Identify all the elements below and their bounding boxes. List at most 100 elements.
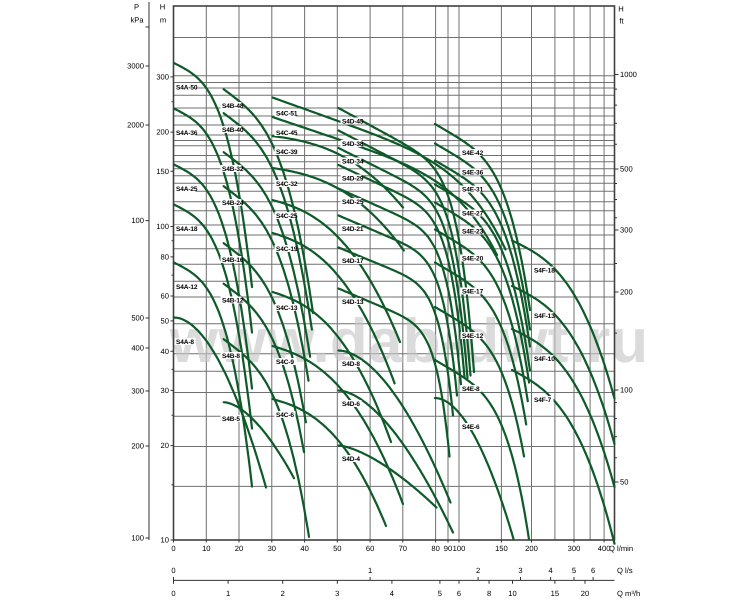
svg-text:Q l/s: Q l/s <box>617 566 633 575</box>
svg-text:S4D-17: S4D-17 <box>342 258 364 265</box>
svg-text:S4C-13: S4C-13 <box>276 305 298 312</box>
svg-text:80: 80 <box>161 253 169 262</box>
svg-text:60: 60 <box>366 544 374 553</box>
svg-text:S4A-25: S4A-25 <box>176 186 198 193</box>
svg-text:S4C-6: S4C-6 <box>276 412 294 419</box>
svg-text:300: 300 <box>620 226 633 235</box>
svg-text:S4F-13: S4F-13 <box>534 313 555 320</box>
svg-text:S4A-18: S4A-18 <box>176 226 198 233</box>
svg-text:S4C-9: S4C-9 <box>276 359 294 366</box>
svg-text:100: 100 <box>620 386 633 395</box>
svg-text:S4D-38: S4D-38 <box>342 141 364 148</box>
svg-text:100: 100 <box>131 216 144 225</box>
svg-text:4: 4 <box>390 589 394 598</box>
svg-text:S4B-16: S4B-16 <box>222 257 244 264</box>
svg-text:8: 8 <box>487 589 491 598</box>
svg-text:Q l/min: Q l/min <box>609 544 633 553</box>
svg-text:15: 15 <box>551 589 559 598</box>
svg-text:S4D-45: S4D-45 <box>342 118 364 125</box>
svg-text:Q m³/h: Q m³/h <box>617 589 640 598</box>
svg-text:S4E-42: S4E-42 <box>462 150 484 157</box>
svg-text:S4E-31: S4E-31 <box>462 186 484 193</box>
svg-text:S4C-51: S4C-51 <box>276 110 298 117</box>
svg-text:200: 200 <box>525 544 538 553</box>
svg-text:S4D-4: S4D-4 <box>342 456 360 463</box>
svg-text:S4E-27: S4E-27 <box>462 210 484 217</box>
svg-text:300: 300 <box>131 387 144 396</box>
svg-text:S4A-50: S4A-50 <box>176 84 198 91</box>
svg-text:2: 2 <box>281 589 285 598</box>
svg-text:H: H <box>618 5 623 14</box>
svg-text:S4A-8: S4A-8 <box>176 339 194 346</box>
svg-text:5: 5 <box>438 589 442 598</box>
svg-text:20: 20 <box>235 544 243 553</box>
svg-text:100: 100 <box>131 534 144 543</box>
svg-text:1: 1 <box>368 566 372 575</box>
svg-text:S4E-20: S4E-20 <box>462 255 484 262</box>
svg-text:S4E-36: S4E-36 <box>462 169 484 176</box>
svg-text:200: 200 <box>156 128 169 137</box>
svg-text:S4F-18: S4F-18 <box>534 267 555 274</box>
svg-text:6: 6 <box>591 566 595 575</box>
svg-text:40: 40 <box>300 544 308 553</box>
svg-text:S4B-8: S4B-8 <box>222 353 240 360</box>
svg-text:S4D-34: S4D-34 <box>342 158 364 165</box>
svg-text:10: 10 <box>508 589 516 598</box>
svg-text:50: 50 <box>620 478 628 487</box>
svg-text:S4E-17: S4E-17 <box>462 288 484 295</box>
svg-text:S4C-25: S4C-25 <box>276 213 298 220</box>
svg-text:S4C-39: S4C-39 <box>276 149 298 156</box>
svg-text:400: 400 <box>131 344 144 353</box>
svg-text:m: m <box>160 16 166 25</box>
svg-text:100: 100 <box>453 544 466 553</box>
svg-text:0: 0 <box>171 589 175 598</box>
svg-text:10: 10 <box>161 536 169 545</box>
svg-text:70: 70 <box>399 544 407 553</box>
svg-text:1: 1 <box>226 589 230 598</box>
svg-text:10: 10 <box>202 544 210 553</box>
svg-text:S4D-6: S4D-6 <box>342 401 360 408</box>
svg-text:50: 50 <box>161 317 169 326</box>
svg-text:20: 20 <box>161 441 169 450</box>
svg-text:S4C-19: S4C-19 <box>276 246 298 253</box>
svg-text:S4F-7: S4F-7 <box>534 397 552 404</box>
svg-text:20: 20 <box>581 589 589 598</box>
svg-text:90: 90 <box>444 544 452 553</box>
svg-text:1000: 1000 <box>620 70 637 79</box>
svg-text:S4E-6: S4E-6 <box>462 424 480 431</box>
svg-text:400: 400 <box>598 544 611 553</box>
svg-text:S4B-12: S4B-12 <box>222 297 244 304</box>
svg-text:S4B-24: S4B-24 <box>222 200 244 207</box>
svg-text:S4E-23: S4E-23 <box>462 228 484 235</box>
svg-text:S4D-8: S4D-8 <box>342 361 360 368</box>
svg-text:S4D-29: S4D-29 <box>342 175 364 182</box>
svg-text:S4C-32: S4C-32 <box>276 181 298 188</box>
svg-text:S4E-12: S4E-12 <box>462 333 484 340</box>
svg-text:80: 80 <box>431 544 439 553</box>
svg-text:30: 30 <box>161 386 169 395</box>
svg-text:40: 40 <box>161 347 169 356</box>
svg-text:2: 2 <box>476 566 480 575</box>
svg-text:S4D-25: S4D-25 <box>342 199 364 206</box>
svg-text:S4C-45: S4C-45 <box>276 130 298 137</box>
svg-text:S4B-32: S4B-32 <box>222 166 244 173</box>
svg-text:300: 300 <box>568 544 581 553</box>
svg-text:S4F-10: S4F-10 <box>534 356 555 363</box>
svg-text:30: 30 <box>268 544 276 553</box>
svg-text:500: 500 <box>131 314 144 323</box>
svg-text:5: 5 <box>572 566 576 575</box>
svg-text:S4A-36: S4A-36 <box>176 130 198 137</box>
svg-text:S4E-8: S4E-8 <box>462 386 480 393</box>
svg-text:S4D-21: S4D-21 <box>342 226 364 233</box>
svg-text:H: H <box>160 3 165 12</box>
svg-text:0: 0 <box>171 544 175 553</box>
svg-text:3: 3 <box>518 566 522 575</box>
svg-text:S4B-48: S4B-48 <box>222 103 244 110</box>
svg-text:200: 200 <box>620 288 633 297</box>
svg-text:150: 150 <box>495 544 508 553</box>
svg-text:4: 4 <box>548 566 552 575</box>
svg-text:3: 3 <box>335 589 339 598</box>
svg-text:S4B-5: S4B-5 <box>222 416 240 423</box>
svg-text:300: 300 <box>156 73 169 82</box>
svg-text:200: 200 <box>131 442 144 451</box>
